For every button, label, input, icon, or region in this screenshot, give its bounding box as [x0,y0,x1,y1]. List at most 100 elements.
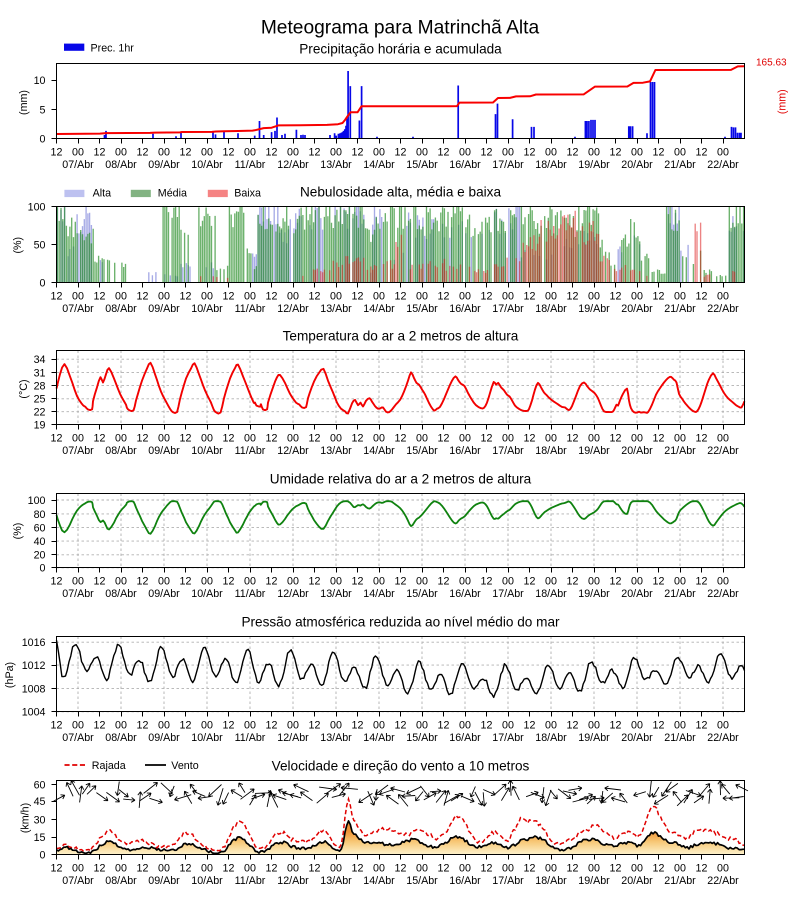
svg-text:(%): (%) [12,523,24,540]
svg-text:08/Abr: 08/Abr [105,588,137,600]
svg-text:12: 12 [51,863,63,875]
svg-text:07/Abr: 07/Abr [62,732,94,744]
svg-text:12: 12 [395,147,407,159]
svg-text:1008: 1008 [22,683,46,695]
svg-text:12: 12 [352,433,364,445]
svg-text:19/Abr: 19/Abr [578,732,610,744]
svg-text:12: 12 [352,720,364,732]
svg-text:1016: 1016 [22,637,46,649]
svg-text:15/Abr: 15/Abr [406,303,438,315]
svg-text:00: 00 [459,147,471,159]
svg-text:00: 00 [631,433,643,445]
svg-text:13/Abr: 13/Abr [320,875,352,887]
svg-text:12: 12 [180,433,192,445]
svg-text:00: 00 [717,291,729,303]
svg-text:(°C): (°C) [18,379,30,398]
svg-text:10/Abr: 10/Abr [191,159,223,171]
svg-text:09/Abr: 09/Abr [148,445,180,457]
svg-text:21/Abr: 21/Abr [664,159,696,171]
svg-text:09/Abr: 09/Abr [148,303,180,315]
svg-text:14/Abr: 14/Abr [363,588,395,600]
svg-text:00: 00 [72,863,84,875]
svg-text:17/Abr: 17/Abr [492,732,524,744]
svg-text:12: 12 [266,720,278,732]
svg-text:00: 00 [330,863,342,875]
svg-text:08/Abr: 08/Abr [105,875,137,887]
svg-text:12: 12 [94,291,106,303]
svg-text:12: 12 [180,291,192,303]
svg-text:12: 12 [223,291,235,303]
svg-text:12: 12 [51,147,63,159]
svg-text:12: 12 [137,291,149,303]
svg-text:12: 12 [309,720,321,732]
svg-text:15/Abr: 15/Abr [406,732,438,744]
svg-text:00: 00 [287,147,299,159]
svg-text:10/Abr: 10/Abr [191,732,223,744]
svg-text:00: 00 [330,291,342,303]
svg-text:16/Abr: 16/Abr [449,303,481,315]
svg-text:12: 12 [309,147,321,159]
svg-text:17/Abr: 17/Abr [492,588,524,600]
svg-text:12: 12 [309,863,321,875]
svg-text:12: 12 [481,433,493,445]
svg-text:00: 00 [72,433,84,445]
svg-text:00: 00 [330,576,342,588]
svg-text:12: 12 [137,720,149,732]
svg-text:00: 00 [244,720,256,732]
svg-text:00: 00 [158,433,170,445]
svg-text:10/Abr: 10/Abr [191,445,223,457]
svg-text:18/Abr: 18/Abr [535,875,567,887]
svg-text:12: 12 [567,433,579,445]
svg-text:00: 00 [674,576,686,588]
svg-text:0: 0 [40,277,46,289]
svg-text:12: 12 [567,576,579,588]
svg-text:09/Abr: 09/Abr [148,732,180,744]
svg-text:12: 12 [180,863,192,875]
svg-text:45: 45 [34,796,46,808]
svg-text:20/Abr: 20/Abr [621,875,653,887]
svg-text:12/Abr: 12/Abr [277,588,309,600]
svg-text:12: 12 [524,291,536,303]
svg-text:12: 12 [610,720,622,732]
svg-text:00: 00 [631,863,643,875]
svg-text:19/Abr: 19/Abr [578,588,610,600]
svg-text:12: 12 [438,576,450,588]
svg-text:13/Abr: 13/Abr [320,588,352,600]
svg-text:(mm): (mm) [776,89,788,114]
svg-text:07/Abr: 07/Abr [62,303,94,315]
svg-text:Pressão atmosférica reduzida a: Pressão atmosférica reduzida ao nível mé… [241,614,560,629]
svg-text:00: 00 [631,720,643,732]
svg-text:00: 00 [459,720,471,732]
svg-text:18/Abr: 18/Abr [535,445,567,457]
svg-text:00: 00 [330,433,342,445]
svg-text:(mm): (mm) [18,90,30,115]
svg-text:18/Abr: 18/Abr [535,588,567,600]
svg-text:00: 00 [72,576,84,588]
svg-text:12: 12 [352,863,364,875]
svg-text:15/Abr: 15/Abr [406,875,438,887]
svg-text:12: 12 [309,291,321,303]
svg-text:07/Abr: 07/Abr [62,159,94,171]
svg-text:00: 00 [244,291,256,303]
svg-text:12: 12 [567,147,579,159]
svg-text:08/Abr: 08/Abr [105,303,137,315]
svg-text:00: 00 [158,291,170,303]
svg-text:00: 00 [201,720,213,732]
svg-text:12: 12 [137,433,149,445]
svg-text:12: 12 [266,863,278,875]
svg-text:13/Abr: 13/Abr [320,303,352,315]
svg-text:12: 12 [309,576,321,588]
svg-text:00: 00 [459,576,471,588]
svg-text:28: 28 [34,381,46,393]
svg-text:12: 12 [653,147,665,159]
svg-text:(%): (%) [12,237,24,254]
svg-text:00: 00 [201,147,213,159]
svg-text:12: 12 [94,147,106,159]
svg-text:11/Abr: 11/Abr [235,303,266,315]
svg-text:Nebulosidade alta, média e bai: Nebulosidade alta, média e baixa [300,184,501,199]
svg-text:12: 12 [481,291,493,303]
svg-text:00: 00 [72,147,84,159]
svg-text:00: 00 [373,576,385,588]
svg-text:50: 50 [34,239,46,251]
svg-text:30: 30 [34,814,46,826]
